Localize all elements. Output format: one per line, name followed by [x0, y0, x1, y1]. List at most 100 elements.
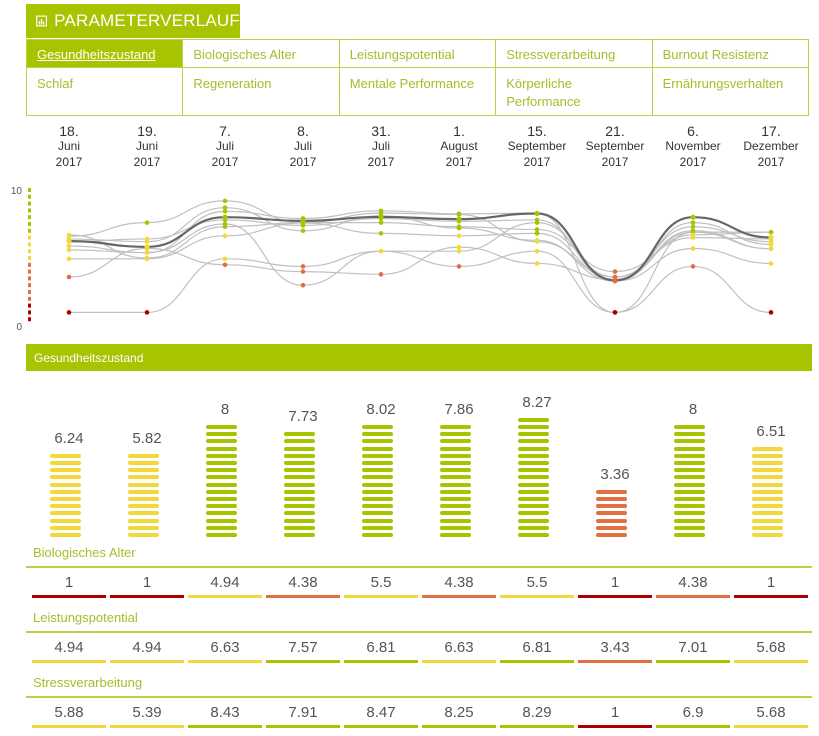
series-point — [378, 272, 384, 277]
cell-color-bar — [500, 595, 574, 598]
bar-segment — [440, 482, 471, 487]
series-point — [456, 212, 462, 217]
series-point — [300, 282, 306, 288]
bar-column: 8.27 — [498, 380, 576, 540]
date-day: 8. — [297, 123, 309, 139]
bar-segment — [362, 497, 393, 501]
bar-segment — [752, 489, 783, 494]
bar-segment — [674, 432, 705, 437]
cell-value: 1 — [610, 574, 620, 591]
cell-color-bar — [656, 660, 730, 663]
tab-koerperliche-performance[interactable]: Körperliche Performance — [496, 68, 653, 116]
row-cell: 8.43 — [186, 702, 264, 728]
series-point — [690, 264, 696, 269]
y-tick-label: 0 — [16, 322, 22, 333]
date-day: 19. — [137, 123, 157, 139]
tab-biologisches-alter[interactable]: Biologisches Alter — [183, 40, 340, 68]
bar-segment — [752, 511, 783, 516]
row-cell: 4.94 — [30, 637, 108, 663]
bar-value-label: 8 — [220, 401, 230, 418]
cell-color-bar — [266, 595, 340, 598]
series-point — [456, 264, 462, 269]
series-point — [690, 220, 696, 225]
tab-schlaf[interactable]: Schlaf — [27, 68, 184, 116]
date-column: 18. Juni 2017 — [30, 123, 108, 170]
cell-color-bar — [578, 660, 652, 663]
bar-segment — [128, 504, 159, 509]
bar-segment — [674, 439, 705, 444]
bar-segment — [596, 533, 627, 537]
bar-segment — [284, 461, 315, 465]
tab-regeneration[interactable]: Regeneration — [183, 68, 340, 116]
row-cell: 4.94 — [108, 637, 186, 663]
row-label: Leistungspotential — [33, 610, 138, 625]
series-point — [300, 269, 306, 274]
date-year: 2017 — [601, 155, 629, 169]
date-day: 7. — [219, 123, 231, 139]
bar-segment — [440, 439, 471, 444]
bar-segment — [362, 439, 393, 444]
bar-column: 8.02 — [342, 380, 420, 540]
date-column: 17. Dezember 2017 — [732, 123, 810, 170]
axis-scale-segment — [28, 269, 31, 274]
cell-color-bar — [110, 595, 184, 598]
bar-segment — [284, 511, 315, 516]
bar-segment — [362, 461, 393, 465]
main-series-line — [68, 212, 772, 282]
axis-scale-segment — [28, 222, 31, 226]
bar-column: 6.24 — [30, 380, 108, 540]
bar-segment — [752, 468, 783, 473]
row-values: 1 1 4.94 4.38 5.5 4.38 5.5 1 4.38 1 — [26, 572, 812, 598]
bar-segment — [518, 525, 549, 530]
main-series-point — [456, 216, 462, 222]
row-cell: 1 — [108, 572, 186, 598]
tab-gesundheitszustand[interactable]: Gesundheitszustand — [27, 40, 184, 68]
main-series-point — [612, 277, 618, 283]
tab-burnout-resistenz[interactable]: Burnout Resistenz — [652, 40, 809, 68]
axis-scale-segment — [28, 256, 31, 260]
date-year: 2017 — [133, 155, 161, 169]
tab-mentale-performance[interactable]: Mentale Performance — [339, 68, 497, 116]
bar-segment — [128, 497, 159, 501]
parameter-line-chart: 10 0 — [11, 186, 774, 333]
bar-segment — [596, 518, 627, 523]
series-point — [534, 261, 540, 266]
bar-segment — [50, 504, 81, 509]
series-point — [612, 310, 618, 315]
axis-scale-segment — [28, 303, 31, 308]
bar-segment — [50, 533, 81, 537]
cell-value: 4.38 — [288, 574, 318, 591]
series-point — [690, 224, 696, 230]
bar-segment — [674, 518, 705, 523]
series-point — [534, 239, 540, 244]
date-column: 8. Juli 2017 — [264, 123, 342, 170]
series-point — [378, 248, 384, 254]
bar-segment — [440, 497, 471, 501]
cell-value: 8.25 — [444, 704, 474, 721]
bar-segment — [674, 504, 705, 509]
series-point — [222, 209, 228, 214]
tab-ernaehrungsverhalten[interactable]: Ernährungsverhalten — [652, 68, 809, 116]
tab-leistungspotential[interactable]: Leistungspotential — [339, 40, 497, 68]
bar-segment — [206, 475, 237, 480]
date-month: September — [507, 139, 567, 153]
bar-segment — [518, 461, 549, 465]
bar-segment — [674, 482, 705, 487]
bar-segment — [206, 533, 237, 537]
row-cell: 5.39 — [108, 702, 186, 728]
tab-stressverarbeitung[interactable]: Stressverarbeitung — [496, 40, 653, 68]
cell-value: 5.5 — [370, 574, 392, 591]
cell-value: 5.39 — [132, 704, 162, 721]
bar-column: 7.86 — [420, 380, 498, 540]
axis-scale-segment — [28, 317, 31, 322]
axis-scale-segment — [28, 228, 31, 233]
bar-segment — [362, 468, 393, 473]
cell-value: 6.63 — [444, 639, 474, 656]
bar-segment — [50, 475, 81, 480]
row-divider — [26, 631, 812, 633]
bar-segment — [284, 468, 315, 473]
bar-segment — [440, 533, 471, 537]
bar-column: 8 — [654, 380, 732, 540]
axis-scale-segment — [28, 201, 31, 206]
bar-value-label: 7.86 — [444, 401, 474, 418]
